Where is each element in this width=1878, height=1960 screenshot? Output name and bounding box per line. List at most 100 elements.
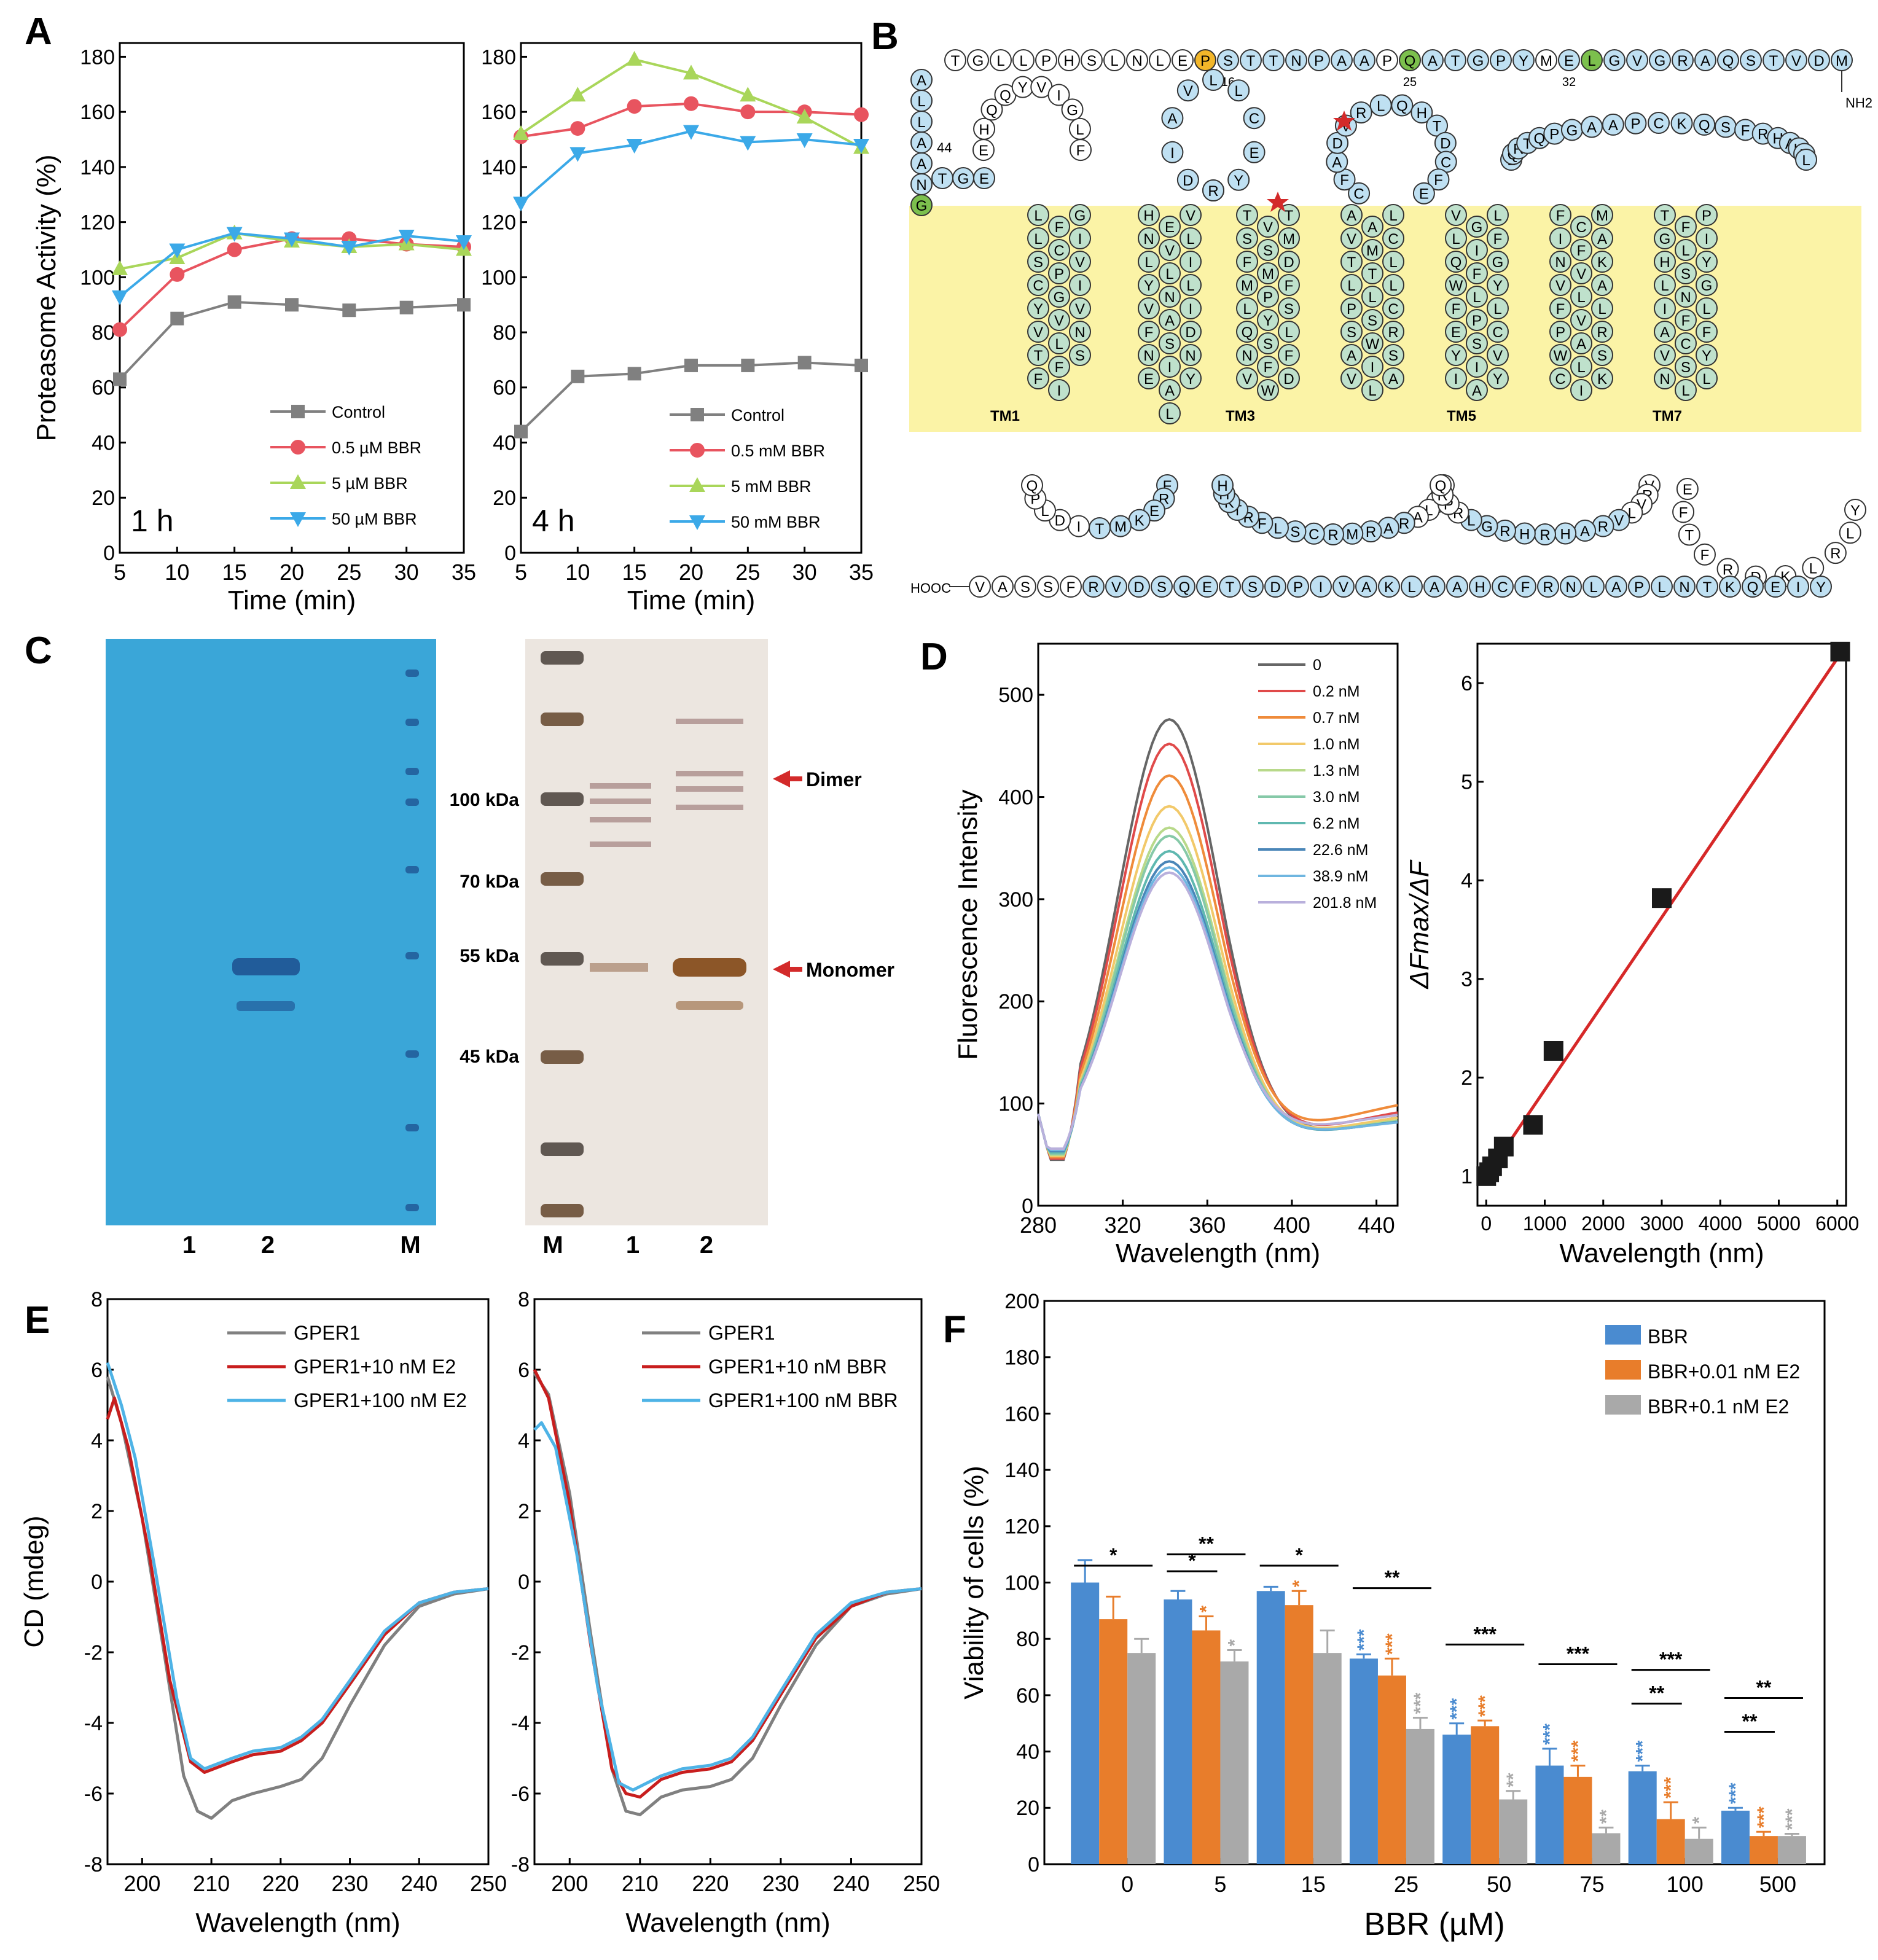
residue-letter: N — [1132, 53, 1142, 69]
panel-C-gels: 1 2 M M 1 2 100 kDa 70 kDa 55 kDa 45 kDa Dimer Mono… — [106, 639, 894, 1259]
residue-letter: V — [1036, 80, 1046, 96]
residue-tm — [1138, 251, 1160, 273]
residue-loop — [1676, 478, 1699, 501]
legend-swatch — [1605, 1395, 1641, 1415]
residue-letter: S — [1223, 53, 1233, 69]
legend-label: Control — [731, 406, 784, 424]
residue-letter: T — [1368, 266, 1377, 283]
residue-letter: S — [1043, 579, 1053, 596]
residue-letter: M — [1366, 243, 1379, 259]
residue-letter: H — [1063, 53, 1074, 69]
residue-tm — [1048, 239, 1070, 261]
residue-letter: M — [1836, 53, 1848, 69]
y-tick-label: 160 — [1004, 1402, 1039, 1426]
residue-letter: C — [1249, 111, 1259, 127]
residue-loop — [1648, 112, 1670, 134]
residue-tm — [1257, 356, 1279, 378]
marker-label: 100 kDa — [450, 790, 520, 810]
x-tick-label: 240 — [401, 1871, 437, 1896]
data-point — [1493, 1136, 1514, 1157]
x-tick-label: 35 — [452, 560, 476, 585]
residue-top — [1694, 49, 1716, 71]
residue-letter: S — [1746, 53, 1756, 69]
residue-bottom — [1060, 576, 1082, 598]
residue-letter: D — [1813, 53, 1824, 69]
residue-tm — [1278, 227, 1300, 249]
data-point — [740, 136, 756, 151]
residue-letter: F — [1473, 266, 1482, 283]
residue-tm — [1696, 344, 1718, 366]
panel-letter-E: E — [25, 1299, 50, 1341]
lane-label: 1 — [626, 1232, 640, 1259]
residue-loop — [1161, 107, 1184, 130]
x-tick-label: 240 — [832, 1871, 869, 1896]
residue-tm — [1382, 251, 1404, 273]
x-tick-label: 250 — [470, 1871, 507, 1896]
significance-star: ** — [1596, 1810, 1616, 1824]
residue-letter: N — [1679, 579, 1689, 596]
residue-letter: V — [1144, 301, 1154, 318]
residue-tm — [1466, 262, 1488, 284]
residue-letter: L — [1186, 231, 1194, 248]
residue-letter: C — [1309, 526, 1319, 543]
residue-tm — [1382, 344, 1404, 366]
residue-letter: R — [1366, 524, 1376, 541]
gel-band — [237, 1001, 295, 1011]
residue-top — [1058, 49, 1080, 71]
residue-tm — [1591, 297, 1613, 319]
residue-letter: F — [1702, 324, 1712, 341]
residue-letter: F — [1243, 254, 1252, 271]
residue-letter: S — [1248, 579, 1258, 596]
residue-tm — [1696, 251, 1718, 273]
residue-loop — [1061, 98, 1084, 121]
legend-label: 1.0 nM — [1313, 736, 1360, 753]
residue-tm — [1027, 344, 1049, 366]
legend-label: GPER1+10 nM E2 — [294, 1356, 456, 1378]
residue-loop — [1624, 112, 1647, 135]
data-point — [854, 107, 869, 122]
data-point — [796, 133, 813, 149]
ladder-band — [405, 1204, 419, 1211]
significance-star: *** — [1475, 1695, 1495, 1717]
gel-band — [590, 817, 651, 822]
residue-top — [990, 49, 1012, 71]
residue-letter: Y — [1018, 80, 1028, 96]
residue-tm — [1257, 332, 1279, 354]
residue-bottom — [1173, 576, 1195, 598]
residue-letter: E — [1250, 145, 1259, 162]
y-tick-label: 140 — [481, 156, 516, 179]
residue-letter: V — [1576, 266, 1586, 283]
residue-loop — [1243, 141, 1266, 163]
residue-letter: A — [1611, 579, 1621, 596]
residue-loop — [1391, 94, 1414, 117]
y-tick-label: 500 — [998, 684, 1033, 707]
residue-tm — [1382, 297, 1404, 319]
y-tick-label: 180 — [80, 45, 115, 69]
y-tick-label: 200 — [998, 990, 1033, 1013]
residue-letter: A — [1167, 111, 1177, 127]
residue-tm — [1236, 321, 1258, 343]
residue-letter: L — [1389, 278, 1397, 294]
bar — [1628, 1771, 1657, 1864]
gel-band — [590, 783, 651, 789]
residue-letter: N — [1242, 348, 1252, 364]
gel-band — [590, 963, 648, 972]
residue-tm — [1340, 251, 1363, 273]
residue-tm — [1361, 262, 1383, 284]
residue-tm — [1654, 227, 1676, 249]
residue-tm — [1487, 344, 1509, 366]
residue-tm — [1361, 286, 1383, 308]
residue-letter: G — [916, 198, 928, 214]
significance-star: * — [1196, 1606, 1216, 1613]
y-tick-label: 5 — [1461, 771, 1473, 794]
residue-tm — [1236, 344, 1258, 366]
residue-letter: C — [1492, 324, 1503, 341]
residue-bottom — [1264, 576, 1286, 598]
residue-loop — [1243, 107, 1266, 130]
residue-letter: L — [1467, 513, 1475, 529]
residue-letter: I — [1057, 88, 1061, 104]
panel-annotation: 4 h — [532, 504, 575, 538]
residue-letter: R — [1388, 324, 1398, 341]
residue-letter: A — [1587, 120, 1597, 136]
residue-tm — [1549, 227, 1571, 249]
